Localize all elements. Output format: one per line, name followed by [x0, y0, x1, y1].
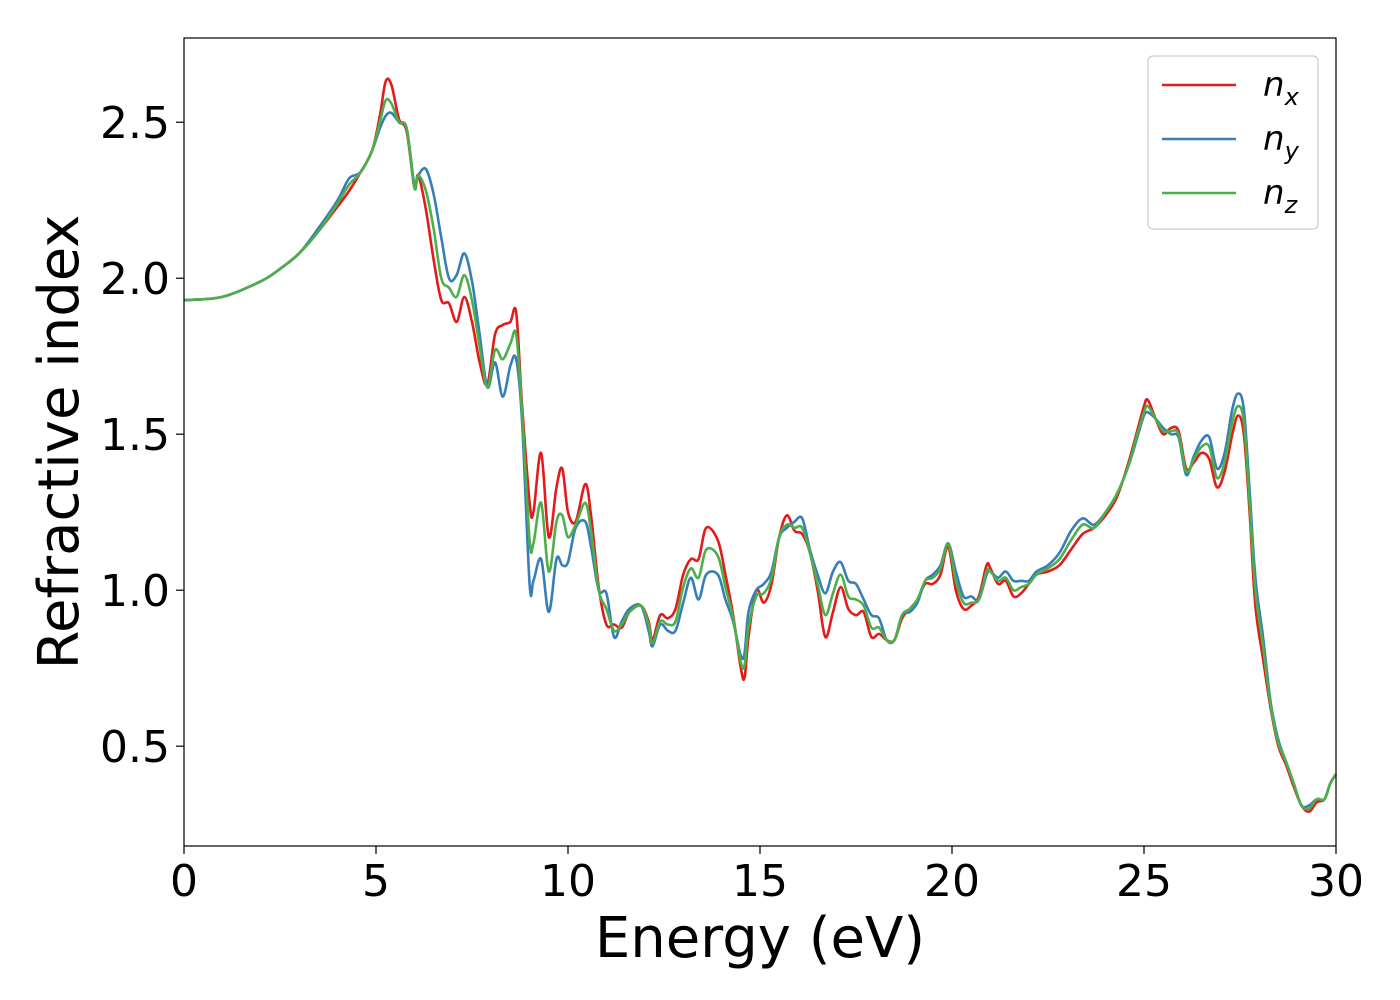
x-tick-label: 10	[540, 856, 596, 907]
x-tick-label: 25	[1116, 856, 1172, 907]
legend: nx ny nz	[1147, 55, 1319, 230]
series-line-z	[183, 97, 1338, 811]
y-tick-label: 1.0	[100, 566, 170, 617]
y-tick-label: 1.5	[100, 410, 170, 461]
x-axis-title: Energy (eV)	[595, 906, 925, 971]
y-tick-label: 0.5	[100, 722, 170, 773]
series-line-x	[183, 77, 1338, 814]
y-tick-label: 2.0	[100, 254, 170, 305]
plot-area	[184, 38, 1336, 846]
series-layer	[183, 77, 1338, 814]
y-axis-title: Refractive index	[27, 215, 92, 670]
x-tick-label: 20	[924, 856, 980, 907]
x-tick-label: 0	[170, 856, 198, 907]
x-tick-label: 15	[732, 856, 788, 907]
legend-label-z: nz	[1263, 173, 1299, 219]
y-axis: 0.5 1.0 1.5 2.0 2.5	[100, 98, 184, 773]
legend-label-x: nx	[1263, 65, 1300, 111]
legend-label-y: ny	[1263, 119, 1300, 165]
x-tick-label: 30	[1308, 856, 1364, 907]
y-tick-label: 2.5	[100, 98, 170, 149]
series-line-y	[183, 111, 1338, 809]
legend-box	[1147, 55, 1319, 230]
x-axis: 0 5 10 15 20 25 30	[170, 846, 1364, 907]
x-tick-label: 5	[362, 856, 390, 907]
